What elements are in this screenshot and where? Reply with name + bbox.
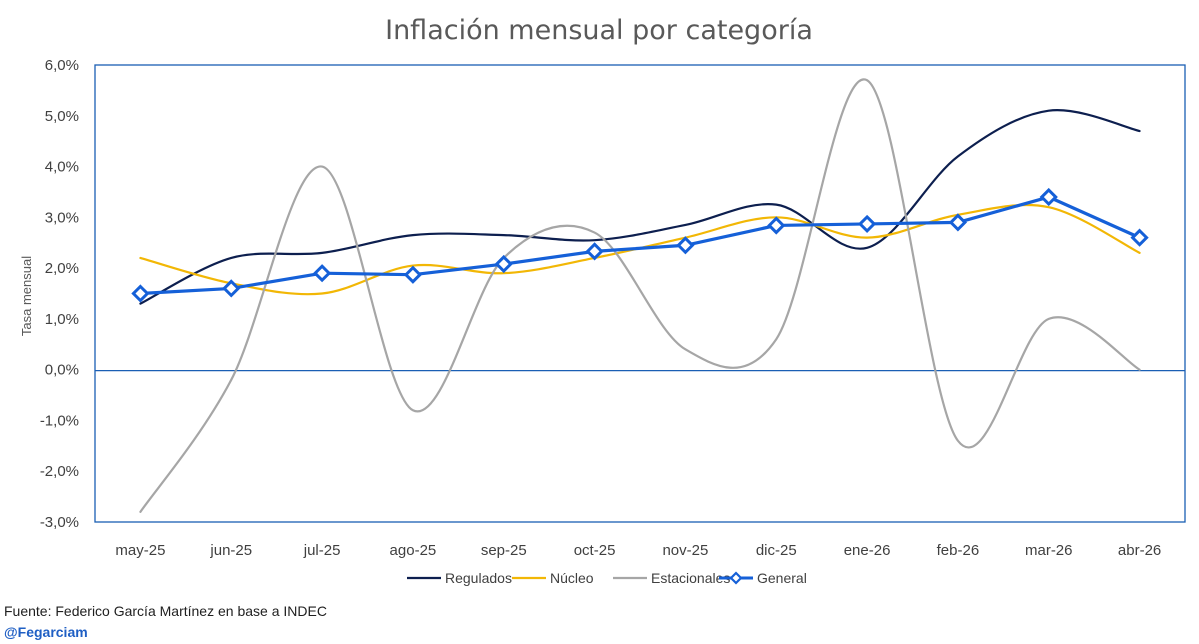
x-tick-label: mar-26 [1025,542,1073,559]
legend-label-nucleo: Núcleo [550,570,594,586]
x-tick-label: jul-25 [303,542,341,559]
data-point-general [312,264,332,283]
data-point-general [403,265,423,284]
series-line-estacionales [139,78,1141,513]
x-tick-label: abr-26 [1118,542,1161,559]
data-point-general [1039,187,1058,207]
legend-label-regulados: Regulados [445,570,512,586]
y-tick-label: 2,0% [45,260,79,277]
author-handle[interactable]: @Fegarciam [4,624,88,640]
x-tick-label: ene-26 [844,542,891,559]
x-tick-label: may-25 [115,542,165,559]
data-point-general [131,284,150,303]
x-tick-label: jun-25 [209,542,252,559]
x-tick-label: oct-25 [574,542,616,559]
series-layer [131,78,1149,513]
legend-label-general: General [757,570,807,586]
y-tick-label: 5,0% [45,108,79,125]
data-point-general [222,279,241,298]
data-point-general [585,242,604,261]
source-note: Fuente: Federico García Martínez en base… [4,603,327,619]
y-tick-label: -1,0% [40,412,79,429]
legend-marker-general [729,571,743,585]
y-tick-label: -2,0% [40,463,79,480]
data-point-general [948,213,968,232]
x-tick-label: dic-25 [756,542,797,559]
data-point-general [767,216,786,235]
y-tick-label: 0,0% [45,362,79,379]
y-tick-label: 6,0% [45,57,79,74]
x-tick-label: ago-25 [390,542,437,559]
chart-title: Inflación mensual por categoría [385,15,813,46]
y-tick-label: 4,0% [45,159,79,176]
legend: Regulados Núcleo Estacionales General [407,570,807,586]
y-axis-label: Tasa mensual [19,256,34,336]
y-tick-label: -3,0% [40,514,79,531]
x-tick-labels: may-25 jun-25 jul-25 ago-25 sep-25 oct-25 nov-… [115,542,1161,559]
series-line-regulados [139,109,1141,305]
series-line-general [138,195,1142,296]
data-point-general [1130,228,1149,247]
y-tick-label: 1,0% [45,311,79,328]
data-point-general [676,236,695,255]
y-tick-label: 3,0% [45,209,79,226]
x-tick-label: sep-25 [481,542,527,559]
data-point-general [494,254,513,274]
plot-area [94,64,1186,523]
x-tick-label: feb-26 [937,542,980,559]
y-tick-labels: -3,0% -2,0% -1,0% 0,0% 1,0% 2,0% 3,0% 4,0% 5,0% 6… [40,57,79,531]
data-point-general [857,214,877,234]
legend-label-estacionales: Estacionales [651,570,730,586]
x-tick-label: nov-25 [662,542,708,559]
